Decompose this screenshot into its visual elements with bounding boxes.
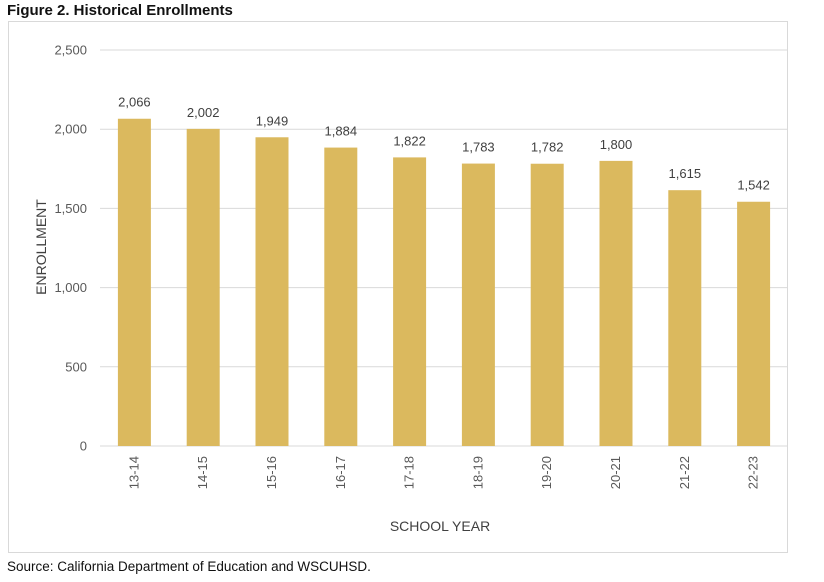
x-tick-label: 18-19	[470, 456, 485, 489]
bar	[668, 190, 702, 446]
bar	[461, 163, 495, 446]
data-label: 1,800	[600, 137, 633, 152]
y-tick-label: 2,000	[54, 122, 87, 137]
x-tick-label: 13-14	[126, 456, 141, 489]
y-tick-labels: 0 500 1,000 1,500 2,000 2,500	[54, 43, 87, 454]
y-tick-label: 0	[80, 439, 87, 454]
x-tick-label: 17-18	[402, 456, 417, 489]
data-label: 1,822	[393, 133, 426, 148]
x-tick-label: 16-17	[333, 456, 348, 489]
x-tick-label: 22-23	[746, 456, 761, 489]
bar	[737, 201, 771, 446]
x-tick-label: 21-22	[677, 456, 692, 489]
data-label: 1,884	[325, 124, 358, 139]
source-note: Source: California Department of Educati…	[7, 559, 371, 574]
x-axis-title: SCHOOL YEAR	[390, 518, 490, 534]
data-label: 2,002	[187, 105, 220, 120]
data-label: 1,542	[737, 178, 770, 193]
x-tick-label: 15-16	[264, 456, 279, 489]
bar	[186, 128, 220, 447]
bar	[117, 118, 151, 446]
y-tick-label: 1,000	[54, 280, 87, 295]
data-label: 2,066	[118, 95, 151, 110]
data-label: 1,615	[669, 166, 702, 181]
x-tick-label: 14-15	[195, 456, 210, 489]
y-tick-label: 1,500	[54, 201, 87, 216]
bar	[393, 157, 427, 446]
y-tick-label: 500	[65, 359, 87, 374]
x-tick-labels: 13-14 14-15 15-16 16-17 17-18 18-19 19-20 20-21…	[126, 456, 760, 489]
bar	[324, 147, 358, 446]
figure-title: Figure 2. Historical Enrollments	[7, 2, 233, 19]
data-labels: 2,066 2,002 1,949 1,884 1,822 1,783 1,782 1,800…	[118, 95, 770, 193]
data-label: 1,949	[256, 113, 289, 128]
bars	[117, 118, 771, 447]
data-label: 1,783	[462, 140, 495, 155]
x-tick-label: 19-20	[539, 456, 554, 489]
y-axis-title: ENROLLMENT	[33, 199, 49, 295]
bar	[255, 137, 289, 447]
data-label: 1,782	[531, 140, 564, 155]
bar	[530, 163, 564, 446]
bar	[599, 160, 633, 446]
x-tick-label: 20-21	[608, 456, 623, 489]
y-tick-label: 2,500	[54, 43, 87, 58]
